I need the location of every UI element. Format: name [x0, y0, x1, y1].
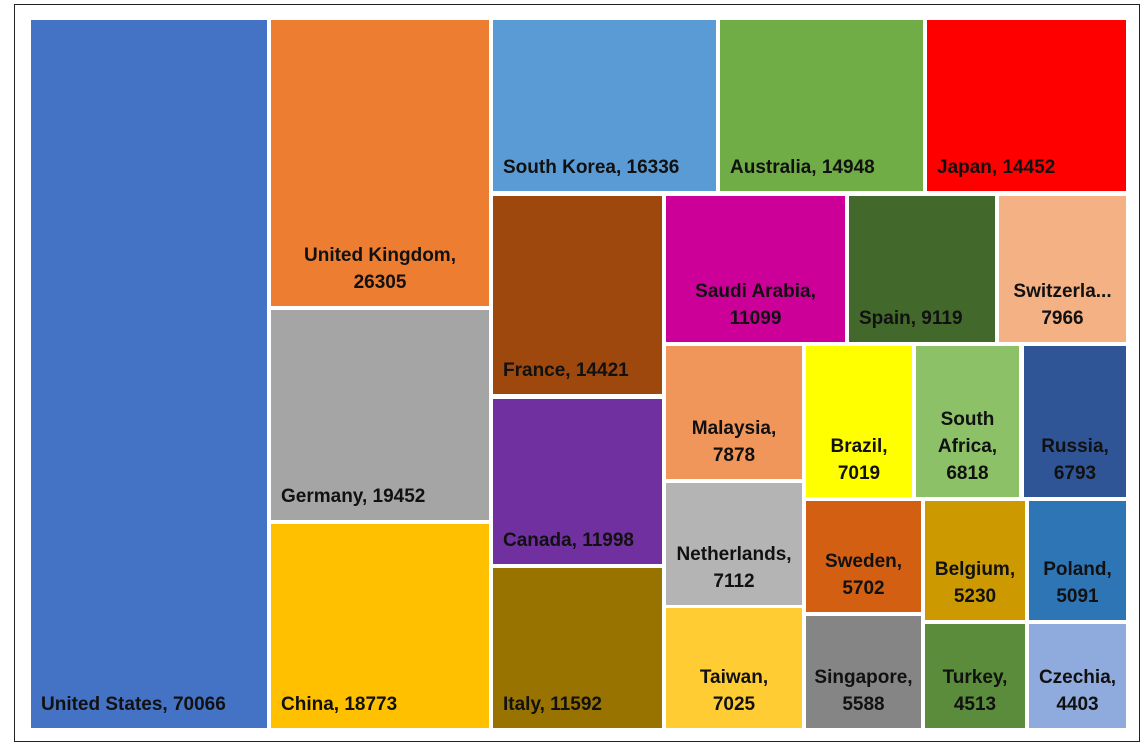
treemap-label: South Korea, 16336 — [503, 157, 680, 178]
treemap-tile-malaysia: Malaysia, 7878 — [666, 346, 802, 479]
treemap-label: Russia, 6793 — [1041, 436, 1109, 484]
treemap-label: Saudi Arabia, 11099 — [695, 281, 816, 329]
treemap-tile-south-africa: South Africa, 6818 — [916, 346, 1019, 497]
treemap-label: Australia, 14948 — [730, 157, 875, 178]
treemap-tile-japan: Japan, 14452 — [927, 20, 1126, 191]
treemap-label: China, 18773 — [281, 694, 398, 715]
treemap-label: Turkey, 4513 — [942, 667, 1008, 715]
treemap-tile-canada: Canada, 11998 — [493, 399, 662, 564]
treemap-tile-spain: Spain, 9119 — [849, 196, 995, 342]
treemap-tile-united-kingdom: United Kingdom, 26305 — [271, 20, 489, 306]
treemap-label: Singapore, 5588 — [814, 667, 913, 715]
treemap-tile-south-korea: South Korea, 16336 — [493, 20, 716, 191]
treemap-label: Canada, 11998 — [503, 530, 634, 551]
treemap-label: Brazil, 7019 — [830, 436, 888, 484]
treemap-label: South Africa, 6818 — [937, 409, 998, 484]
treemap-tile-saudi-arabia: Saudi Arabia, 11099 — [666, 196, 845, 342]
treemap-label: Germany, 19452 — [281, 486, 426, 507]
treemap-tile-singapore: Singapore, 5588 — [806, 616, 921, 728]
treemap-tile-sweden: Sweden, 5702 — [806, 501, 921, 612]
treemap-label: Poland, 5091 — [1043, 559, 1112, 607]
treemap-tile-switzerland: Switzerla... 7966 — [999, 196, 1126, 342]
treemap-tile-germany: Germany, 19452 — [271, 310, 489, 520]
treemap-label: Spain, 9119 — [859, 308, 963, 329]
treemap-label: Netherlands, 7112 — [676, 544, 792, 592]
treemap-tile-netherlands: Netherlands, 7112 — [666, 483, 802, 605]
treemap-tile-russia: Russia, 6793 — [1024, 346, 1126, 497]
treemap-label: Switzerla... 7966 — [1013, 281, 1112, 329]
treemap-label: Taiwan, 7025 — [699, 667, 769, 715]
treemap-label: France, 14421 — [503, 360, 629, 381]
treemap-tile-taiwan: Taiwan, 7025 — [666, 608, 802, 728]
treemap-label: Italy, 11592 — [503, 694, 602, 715]
treemap-tile-brazil: Brazil, 7019 — [806, 346, 912, 497]
treemap-label: Belgium, 5230 — [934, 559, 1016, 607]
treemap-label: Malaysia, 7878 — [691, 418, 777, 466]
treemap-tile-italy: Italy, 11592 — [493, 568, 662, 728]
treemap-label: Japan, 14452 — [937, 157, 1056, 178]
treemap-label: Czechia, 4403 — [1038, 667, 1117, 715]
treemap-tile-united-states: United States, 70066 — [31, 20, 267, 728]
treemap-tile-france: France, 14421 — [493, 196, 662, 394]
treemap-tile-turkey: Turkey, 4513 — [925, 624, 1025, 728]
treemap-tile-australia: Australia, 14948 — [720, 20, 923, 191]
treemap-label: Sweden, 5702 — [824, 551, 903, 599]
treemap-tile-china: China, 18773 — [271, 524, 489, 728]
treemap-tile-poland: Poland, 5091 — [1029, 501, 1126, 620]
treemap-chart: United States, 70066 United Kingdom, 2630… — [14, 4, 1140, 742]
treemap-label: United States, 70066 — [41, 694, 226, 715]
treemap-label: United Kingdom, 26305 — [304, 245, 456, 293]
treemap-tile-belgium: Belgium, 5230 — [925, 501, 1025, 620]
treemap-tile-czechia: Czechia, 4403 — [1029, 624, 1126, 728]
